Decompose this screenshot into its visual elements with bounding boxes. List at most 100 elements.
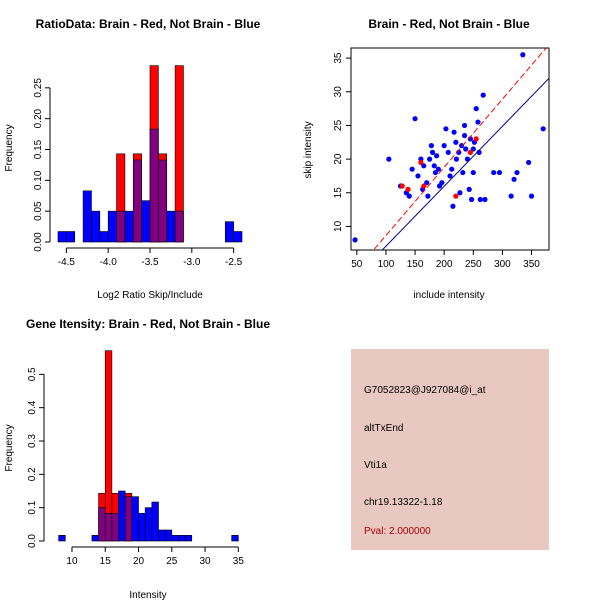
- ratio-notbrain-bar: [82, 190, 92, 243]
- scatter-plot-area: [352, 48, 549, 250]
- notbrain-point: [352, 237, 358, 243]
- notbrain-point: [466, 186, 472, 192]
- scatter-x-tick-label: 50: [351, 259, 363, 270]
- ratio-histogram-panel: RatioData: Brain - Red, Not Brain - Blue…: [4, 17, 261, 301]
- scatter-y-tick-label: 35: [333, 52, 344, 64]
- intensity-y-tick-label: 0.4: [27, 400, 38, 414]
- intensity-histogram-xlabel: Intensity: [129, 590, 166, 600]
- notbrain-point: [412, 116, 418, 122]
- ratio-x-tick-label: -4.0: [100, 257, 118, 268]
- notbrain-point: [386, 156, 392, 162]
- ratio-notbrain-bar: [57, 231, 67, 243]
- ratio-y-tick-label: 0.15: [33, 139, 44, 159]
- ratio-y-tick-label: 0.05: [33, 201, 44, 221]
- scatter-x-tick-label: 150: [407, 259, 424, 270]
- notbrain-point: [434, 153, 440, 159]
- ratio-notbrain-bar: [233, 231, 243, 243]
- ratio-x-tick-label: -4.5: [58, 257, 76, 268]
- gene-name-text: Vti1a: [364, 460, 387, 471]
- ratio-histogram-ylabel: Frequency: [4, 124, 15, 171]
- notbrain-point: [480, 92, 486, 98]
- brain-point: [405, 186, 411, 192]
- notbrain-point: [424, 180, 430, 186]
- intensity-overlap-bar: [111, 513, 119, 542]
- ratio-y-tick-label: 0.00: [33, 232, 44, 252]
- genomic-location-text: chr19.13322-1.18: [364, 497, 443, 508]
- intensity-notbrain-bar: [178, 535, 186, 542]
- brain-point: [418, 159, 424, 166]
- ratio-overlap-bar: [174, 210, 184, 243]
- intensity-x-tick-label: 35: [233, 556, 245, 567]
- intensity-scatter-panel: Brain - Red, Not Brain - Blue include in…: [303, 17, 550, 301]
- brain-point: [399, 183, 405, 189]
- intensity-notbrain-bar: [91, 535, 99, 542]
- scatter-frame: [350, 47, 550, 251]
- notbrain-point: [432, 169, 439, 176]
- notbrain-point: [450, 203, 456, 209]
- notbrain-point: [514, 169, 520, 176]
- ratio-x-tick-label: -3.0: [183, 257, 201, 268]
- intensity-y-tick-label: 0.1: [27, 500, 38, 514]
- notbrain-point: [528, 193, 535, 199]
- notbrain-point: [415, 173, 421, 179]
- notbrain-point: [470, 169, 476, 176]
- notbrain-point: [439, 180, 445, 186]
- ratio-notbrain-bar: [124, 210, 134, 243]
- fit-red-line: [372, 48, 547, 250]
- intensity-y-tick-label: 0.0: [27, 534, 38, 548]
- fit-blue-line: [381, 77, 549, 250]
- notbrain-point: [463, 146, 469, 152]
- scatter-x-tick-label: 200: [436, 259, 453, 270]
- gene-intensity-histogram-panel: Gene Itensity: Brain - Red, Not Brain - …: [4, 317, 270, 600]
- notbrain-point: [491, 169, 497, 176]
- ratio-overlap-bar: [149, 128, 159, 243]
- ratio-notbrain-bar: [224, 221, 234, 243]
- intensity-notbrain-bar: [151, 501, 159, 542]
- intensity-histogram-ylabel: Frequency: [4, 424, 15, 471]
- intensity-notbrain-bar: [118, 490, 126, 542]
- notbrain-point: [441, 143, 447, 149]
- notbrain-point: [520, 52, 526, 58]
- intensity-notbrain-bar: [184, 535, 193, 542]
- notbrain-point: [445, 149, 451, 155]
- intensity-overlap-bar: [124, 496, 133, 542]
- intensity-notbrain-bar: [158, 529, 166, 542]
- intensity-histogram-title: Gene Itensity: Brain - Red, Not Brain - …: [26, 317, 270, 331]
- ratio-notbrain-bar: [107, 210, 117, 243]
- scatter-x-tick-label: 300: [494, 259, 511, 270]
- scatter-x-tick-label: 100: [378, 259, 395, 270]
- notbrain-point: [511, 176, 517, 182]
- intensity-x-tick-label: 15: [100, 556, 112, 567]
- notbrain-point: [429, 149, 436, 155]
- ratio-y-tick-label: 0.10: [33, 170, 44, 190]
- ratio-histogram-xlabel: Log2 Ratio Skip/Include: [97, 290, 203, 301]
- notbrain-point: [461, 132, 468, 139]
- notbrain-point: [421, 163, 427, 169]
- intensity-notbrain-bar: [164, 529, 173, 542]
- notbrain-point: [470, 146, 476, 152]
- scatter-title: Brain - Red, Not Brain - Blue: [368, 17, 530, 31]
- scatter-x-tick-label: 250: [465, 259, 482, 270]
- intensity-overlap-bar: [98, 507, 106, 542]
- scatter-ylabel: skip intensity: [303, 121, 314, 178]
- notbrain-point: [473, 106, 479, 112]
- probe-info-box: G7052823@J927084@i_at altTxEnd Vti1a chr…: [351, 349, 549, 550]
- ratio-y-tick-label: 0.20: [33, 108, 44, 128]
- scatter-y-tick-label: 25: [333, 119, 344, 131]
- brain-point: [473, 136, 479, 142]
- notbrain-point: [459, 143, 465, 149]
- notbrain-point: [508, 193, 514, 199]
- notbrain-point: [526, 159, 532, 166]
- probe-id-text: G7052823@J927084@i_at: [364, 385, 486, 396]
- brain-point: [453, 193, 459, 199]
- intensity-x-tick-label: 25: [166, 556, 178, 567]
- ratio-overlap-bar: [132, 159, 142, 243]
- notbrain-point: [449, 166, 455, 172]
- scatter-x-tick-label: 350: [523, 259, 540, 270]
- intensity-x-tick-label: 20: [133, 556, 145, 567]
- notbrain-point: [540, 126, 546, 132]
- intensity-x-tick-label: 10: [66, 556, 78, 567]
- notbrain-point: [443, 126, 449, 132]
- notbrain-point: [453, 156, 460, 162]
